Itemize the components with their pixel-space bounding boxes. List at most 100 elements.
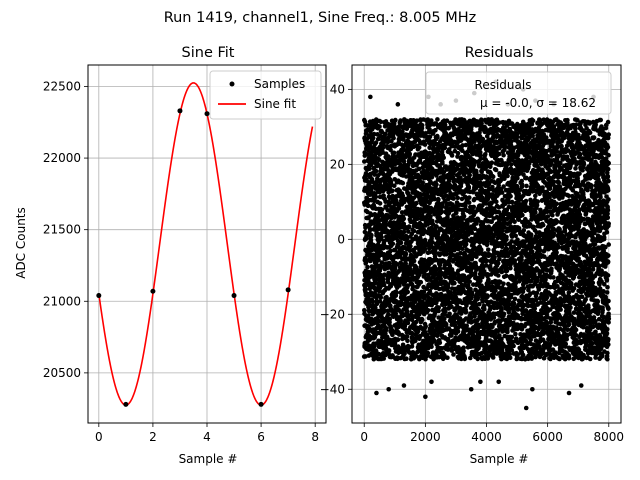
residual-point bbox=[374, 301, 380, 307]
residual-point bbox=[511, 343, 516, 349]
residual-point bbox=[461, 214, 467, 219]
residual-point bbox=[401, 216, 407, 221]
residual-point bbox=[461, 345, 466, 351]
residual-point bbox=[481, 307, 487, 312]
residual-point bbox=[504, 273, 509, 279]
sample-point bbox=[96, 293, 102, 299]
residual-point bbox=[391, 150, 397, 156]
residual-point bbox=[388, 179, 394, 184]
sample-point bbox=[150, 288, 156, 294]
residual-point bbox=[365, 203, 371, 209]
residual-point bbox=[398, 118, 403, 123]
legend-samples-label: Samples bbox=[254, 77, 305, 91]
residual-point bbox=[404, 237, 410, 242]
residual-point bbox=[413, 319, 419, 325]
residual-point bbox=[467, 195, 472, 200]
y-tick-label: 0 bbox=[337, 232, 345, 246]
residual-point bbox=[427, 145, 432, 151]
residual-point bbox=[377, 299, 383, 304]
x-tick-label: 2 bbox=[149, 430, 157, 444]
residual-point bbox=[404, 356, 409, 362]
residual-point bbox=[505, 173, 510, 179]
residual-point bbox=[496, 273, 501, 278]
residual-point bbox=[404, 308, 410, 314]
y-tick-label: 20 bbox=[330, 157, 345, 171]
residual-point bbox=[388, 284, 394, 289]
residual-point bbox=[378, 295, 384, 300]
residual-point bbox=[405, 289, 411, 295]
residual-point bbox=[447, 311, 452, 317]
residual-point bbox=[367, 166, 372, 171]
residual-point bbox=[455, 195, 461, 201]
residual-point bbox=[423, 324, 429, 329]
residual-point bbox=[379, 207, 385, 213]
residual-point bbox=[443, 309, 448, 315]
residual-point bbox=[401, 229, 407, 235]
residual-point bbox=[435, 135, 440, 140]
y-tick-label: 20500 bbox=[43, 366, 81, 380]
residual-point bbox=[391, 135, 396, 141]
y-tick-label: 21000 bbox=[43, 294, 81, 308]
residual-point bbox=[409, 330, 415, 336]
residual-point bbox=[362, 229, 368, 235]
y-tick-label: 22500 bbox=[43, 79, 81, 93]
sample-point bbox=[204, 111, 210, 117]
residual-point bbox=[504, 246, 510, 252]
residual-point bbox=[376, 257, 381, 263]
residual-point bbox=[430, 240, 435, 245]
residual-point bbox=[439, 208, 444, 214]
residual-point bbox=[422, 271, 428, 277]
residual-point bbox=[452, 280, 457, 286]
residual-point bbox=[501, 152, 506, 158]
residual-point bbox=[378, 266, 383, 271]
residual-point bbox=[441, 155, 447, 160]
residual-point bbox=[411, 228, 417, 234]
figure-suptitle: Run 1419, channel1, Sine Freq.: 8.005 MH… bbox=[164, 10, 477, 26]
residual-point bbox=[485, 293, 490, 299]
legend-samples-marker bbox=[229, 81, 235, 87]
residual-point bbox=[478, 247, 484, 252]
residuals-chart: Residuals Sample # 0 2000 4000 6000 8000−40−… bbox=[320, 45, 624, 466]
sine-fit-chart: Sine Fit Sample # ADC Counts 0 2 4 6 8205002… bbox=[14, 45, 327, 466]
residual-point bbox=[443, 321, 449, 327]
residual-point bbox=[489, 160, 495, 165]
x-tick-label: 2000 bbox=[410, 430, 441, 444]
residual-point bbox=[493, 167, 499, 173]
residual-point bbox=[480, 136, 486, 142]
residual-point bbox=[416, 145, 422, 150]
residual-point bbox=[414, 118, 420, 123]
residual-point bbox=[494, 199, 499, 205]
residual-point bbox=[434, 182, 439, 187]
residual-point bbox=[390, 332, 395, 338]
residual-point bbox=[420, 317, 425, 323]
residual-point bbox=[383, 131, 388, 137]
sine-fit-legend: Samples Sine fit bbox=[209, 70, 322, 120]
residual-point bbox=[392, 265, 398, 271]
residual-point bbox=[399, 210, 405, 215]
residual-point bbox=[438, 266, 443, 272]
residual-point bbox=[428, 214, 433, 219]
residual-point bbox=[363, 260, 369, 266]
residual-point bbox=[425, 117, 431, 122]
residual-point bbox=[395, 337, 401, 342]
residual-point bbox=[406, 224, 412, 229]
residual-point bbox=[381, 276, 386, 282]
x-tick-label: 8000 bbox=[593, 430, 624, 444]
residual-point bbox=[390, 188, 395, 193]
residual-point bbox=[501, 281, 506, 287]
y-tick-label: 21500 bbox=[43, 223, 81, 237]
residual-point bbox=[511, 301, 517, 306]
y-tick-label: −20 bbox=[320, 307, 345, 321]
residual-point bbox=[418, 279, 424, 285]
residual-point bbox=[508, 265, 513, 271]
residual-point bbox=[421, 289, 427, 295]
residual-point bbox=[422, 247, 428, 252]
residual-point bbox=[508, 193, 513, 199]
residual-point bbox=[376, 157, 382, 162]
residual-point bbox=[495, 261, 501, 266]
residual-point bbox=[386, 348, 392, 353]
residual-point bbox=[412, 249, 417, 255]
residual-point bbox=[388, 248, 393, 254]
residual-point bbox=[490, 174, 496, 180]
